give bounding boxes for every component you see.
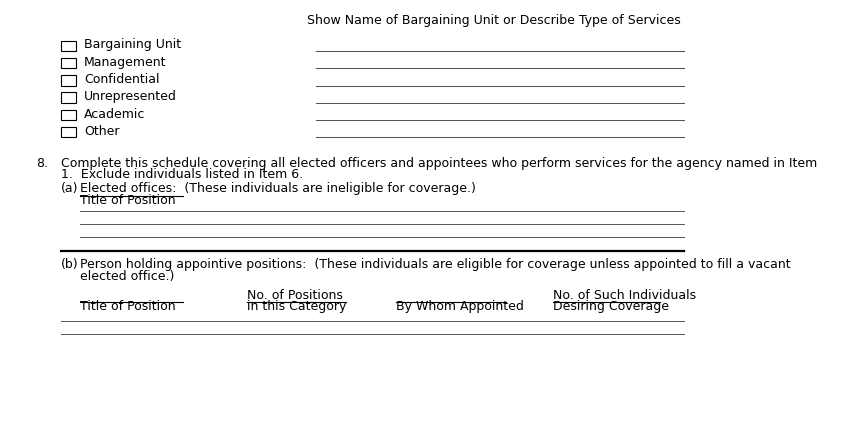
Text: Complete this schedule covering all elected officers and appointees who perform : Complete this schedule covering all elec… [61,157,818,170]
Bar [61,75,76,86]
Text: No. of Positions: No. of Positions [246,289,343,302]
Text: (b): (b) [61,258,79,271]
Text: Other: Other [84,125,120,138]
Text: 8.: 8. [36,157,48,170]
Text: By Whom Appointed: By Whom Appointed [396,300,524,313]
Text: Unrepresented: Unrepresented [84,90,177,103]
Text: Title of Position: Title of Position [80,194,175,207]
Bar [61,92,76,103]
Text: Bargaining Unit: Bargaining Unit [84,38,181,51]
Text: Desiring Coverage: Desiring Coverage [552,300,669,313]
Bar [61,110,76,120]
Bar [61,127,76,137]
Bar [61,58,76,68]
Bar [61,41,76,51]
Text: elected office.): elected office.) [80,270,174,283]
Text: Person holding appointive positions:  (These individuals are eligible for covera: Person holding appointive positions: (Th… [80,258,790,271]
Text: Management: Management [84,56,167,69]
Text: 1.  Exclude individuals listed in Item 6.: 1. Exclude individuals listed in Item 6. [61,168,303,181]
Text: (a): (a) [61,182,78,195]
Text: Title of Position: Title of Position [80,300,175,313]
Text: Elected offices:  (These individuals are ineligible for coverage.): Elected offices: (These individuals are … [80,182,476,195]
Text: in this Category: in this Category [246,300,346,313]
Text: Academic: Academic [84,108,145,121]
Text: Confidential: Confidential [84,73,160,86]
Text: Show Name of Bargaining Unit or Describe Type of Services: Show Name of Bargaining Unit or Describe… [307,14,681,27]
Text: No. of Such Individuals: No. of Such Individuals [552,289,696,302]
